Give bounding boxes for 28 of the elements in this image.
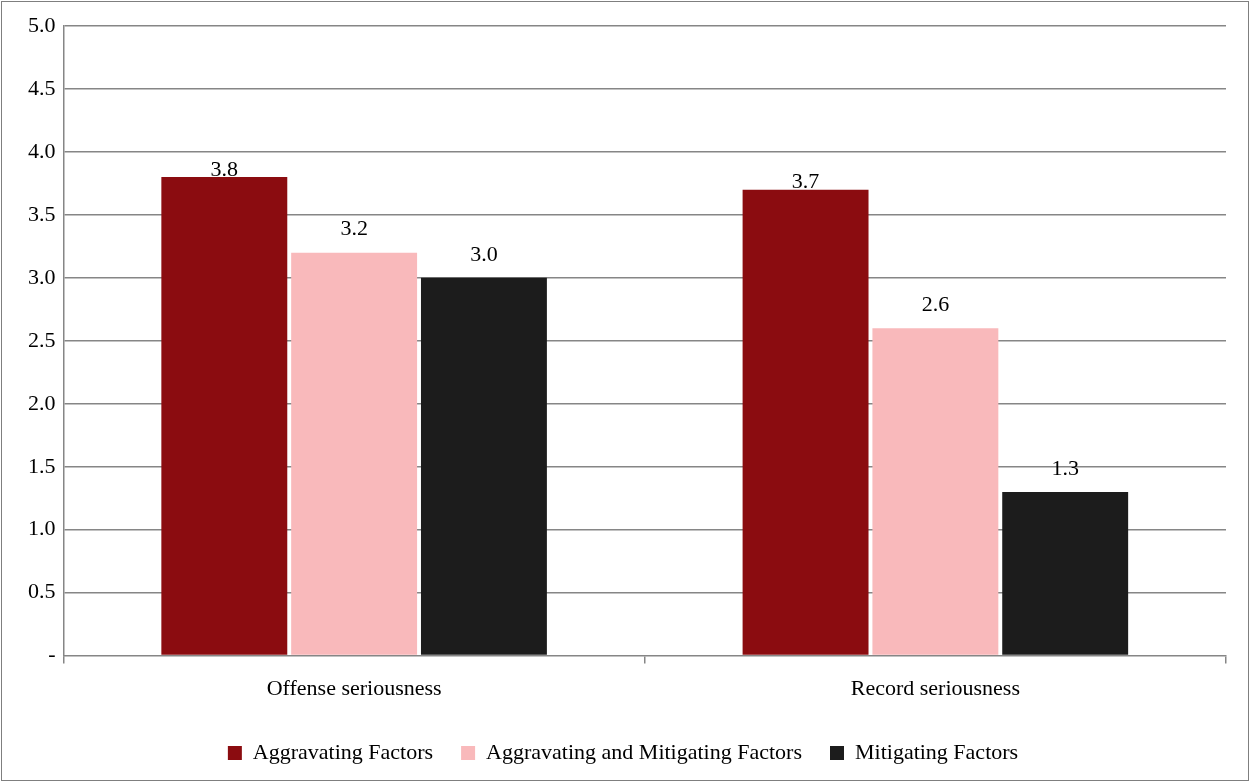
y-tick-label: 3.0 bbox=[28, 263, 56, 289]
data-label: 2.6 bbox=[921, 290, 950, 316]
y-tick-label: 2.5 bbox=[28, 326, 56, 352]
data-label: 3.0 bbox=[470, 240, 498, 266]
y-tick-label: 2.0 bbox=[28, 389, 56, 415]
bar bbox=[742, 189, 869, 655]
bar bbox=[1002, 491, 1129, 655]
data-label: 3.2 bbox=[340, 215, 368, 241]
y-tick-label: 4.0 bbox=[28, 137, 56, 163]
legend-label: Aggravating Factors bbox=[252, 738, 434, 764]
y-tick-label: 3.5 bbox=[28, 200, 56, 226]
data-label: 3.7 bbox=[791, 168, 820, 194]
y-tick-label: 4.5 bbox=[28, 74, 56, 100]
bar bbox=[872, 328, 999, 655]
legend-label: Mitigating Factors bbox=[854, 738, 1019, 764]
y-tick-label: 0.5 bbox=[28, 578, 56, 604]
data-label: 3.8 bbox=[210, 155, 239, 181]
y-tick-label: 1.0 bbox=[28, 515, 56, 541]
data-label: 1.3 bbox=[1051, 454, 1079, 480]
x-tick-label: Offense seriousness bbox=[266, 674, 442, 700]
bar bbox=[291, 252, 418, 655]
y-tick-label: 5.0 bbox=[28, 11, 56, 37]
bar bbox=[420, 277, 547, 655]
x-tick-label: Record seriousness bbox=[850, 674, 1020, 700]
legend-label: Aggravating and Mitigating Factors bbox=[486, 738, 802, 764]
y-tick-label: 1.5 bbox=[28, 452, 56, 478]
y-tick-label: - bbox=[48, 641, 56, 667]
bar bbox=[161, 177, 288, 655]
